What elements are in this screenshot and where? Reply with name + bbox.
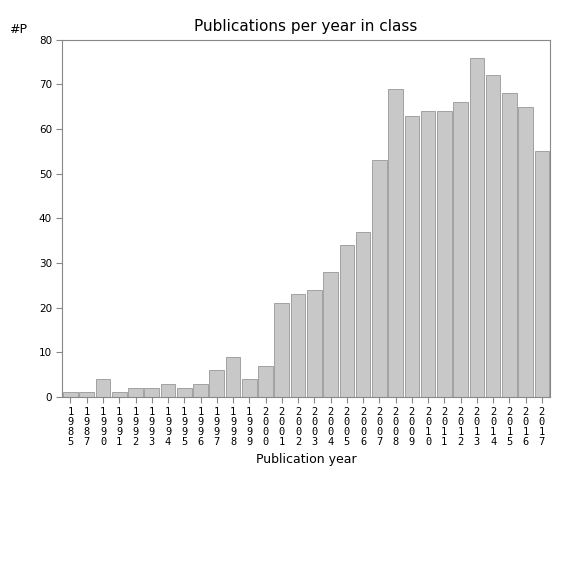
- Bar: [128, 388, 143, 397]
- Bar: [323, 272, 338, 397]
- Bar: [453, 102, 468, 397]
- Bar: [486, 75, 501, 397]
- Bar: [242, 379, 257, 397]
- Bar: [112, 392, 126, 397]
- Bar: [274, 303, 289, 397]
- Bar: [372, 160, 387, 397]
- Bar: [356, 232, 370, 397]
- Bar: [535, 151, 549, 397]
- Bar: [404, 116, 419, 397]
- Bar: [96, 379, 111, 397]
- Bar: [437, 111, 452, 397]
- Bar: [226, 357, 240, 397]
- Bar: [307, 290, 321, 397]
- Bar: [209, 370, 224, 397]
- Bar: [160, 383, 175, 397]
- Bar: [518, 107, 533, 397]
- Bar: [177, 388, 192, 397]
- Bar: [193, 383, 208, 397]
- Bar: [145, 388, 159, 397]
- Title: Publications per year in class: Publications per year in class: [194, 19, 418, 35]
- Bar: [502, 93, 517, 397]
- Bar: [469, 57, 484, 397]
- Bar: [291, 294, 306, 397]
- Bar: [421, 111, 435, 397]
- X-axis label: Publication year: Publication year: [256, 453, 357, 466]
- Bar: [388, 89, 403, 397]
- Text: #P: #P: [9, 23, 27, 36]
- Bar: [79, 392, 94, 397]
- Bar: [63, 392, 78, 397]
- Bar: [340, 245, 354, 397]
- Bar: [258, 366, 273, 397]
